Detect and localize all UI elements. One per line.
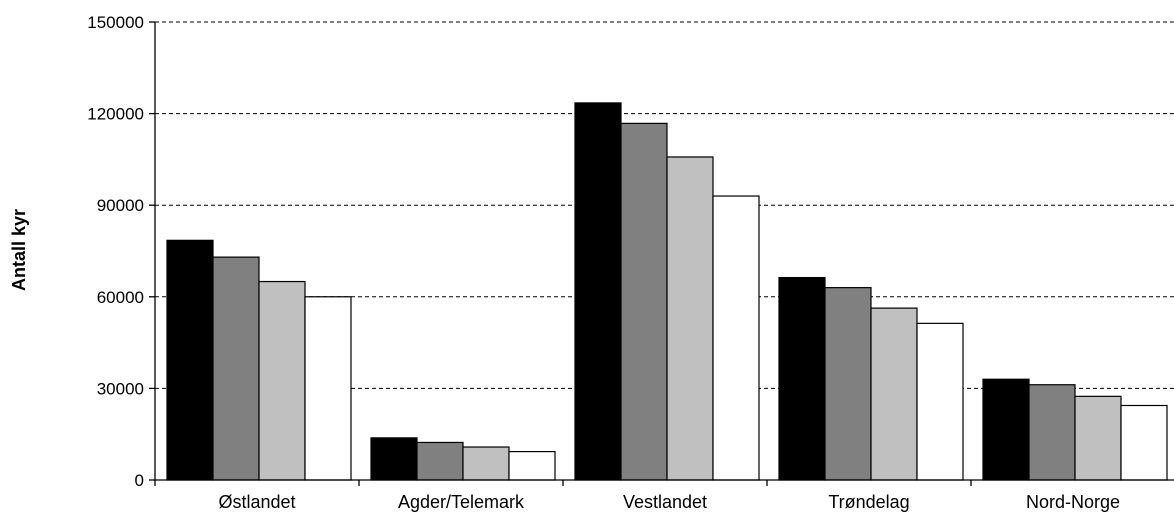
bars (166, 102, 1168, 481)
y-tick-label: 90000 (97, 196, 144, 215)
category-labels: Østlandet Agder/Telemark Vestlandet Trøndel… (218, 492, 1120, 512)
y-tick-label: 120000 (87, 105, 144, 124)
bar (916, 322, 964, 481)
bar (258, 280, 306, 481)
bar (574, 102, 622, 481)
category-label: Nord-Norge (1026, 492, 1120, 512)
bar (462, 446, 510, 481)
bar (1120, 404, 1168, 481)
category-label: Vestlandet (623, 492, 707, 512)
bar (870, 307, 918, 481)
category-label: Agder/Telemark (398, 492, 525, 512)
bar (982, 378, 1030, 481)
bar (778, 276, 826, 481)
y-tick-labels: 0 30000 60000 90000 120000 150000 (87, 13, 144, 490)
y-axis-title: Antall kyr (9, 209, 29, 291)
category-label: Trøndelag (828, 492, 909, 512)
y-tick-label: 150000 (87, 13, 144, 32)
axes (149, 21, 1174, 486)
bar (166, 239, 214, 481)
bar (712, 195, 760, 481)
bar (1028, 384, 1076, 481)
bar (212, 256, 260, 481)
bar (304, 296, 352, 481)
category-label: Østlandet (218, 492, 295, 512)
y-tick-label: 30000 (97, 379, 144, 398)
y-tick-label: 0 (135, 471, 144, 490)
bar (370, 437, 418, 481)
y-tick-label: 60000 (97, 288, 144, 307)
bar (824, 287, 872, 481)
bar (620, 122, 668, 481)
bar (1074, 395, 1122, 481)
bar (508, 451, 556, 481)
bar (666, 156, 714, 481)
bar (416, 441, 464, 481)
